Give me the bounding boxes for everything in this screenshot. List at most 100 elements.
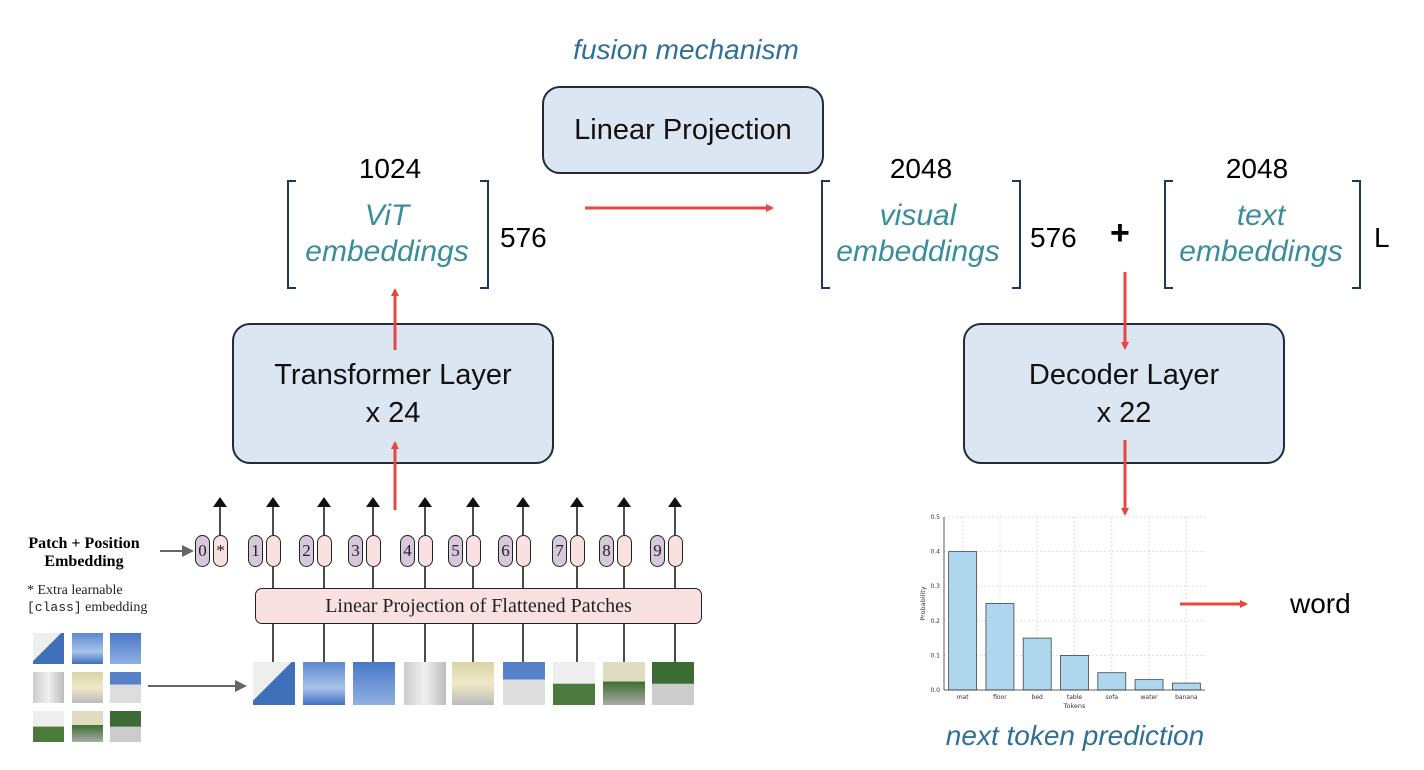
bar-mat [948,551,978,691]
x-tick-label: banana [1175,694,1198,701]
matrix-brackets [287,180,1361,289]
input-image-patch [110,633,141,664]
next-token-caption: next token prediction [945,720,1205,751]
input-image-patch [33,633,64,664]
input-image-patch [33,672,64,703]
patch-label-line2: Embedding [44,553,124,570]
position-embedding-4: 4 [400,535,415,567]
patch-embedding-4 [418,535,433,567]
position-embedding-9: 9 [650,535,665,567]
linear-projection-box: Linear Projection [542,86,824,174]
vit-embeddings-label: ViT embeddings [305,198,468,270]
input-image-patch [110,672,141,703]
image-patch [503,662,545,705]
text-label-line1: text [1236,199,1286,232]
x-tick-label: bed [1032,694,1044,701]
image-patch [253,662,295,705]
predicted-word: word [1290,588,1351,619]
input-image-patch [72,633,103,664]
patch-embedding-6 [516,535,531,567]
patch-embedding-5 [466,535,481,567]
bar-table [1060,655,1089,691]
plus-sign: + [1110,214,1130,252]
y-tick-label: 0.4 [930,549,940,556]
x-tick-label: floor [993,694,1007,701]
patch-embedding-3 [366,535,381,567]
text-embeddings-label: text embeddings [1179,198,1342,270]
x-tick-label: water [1141,694,1159,701]
patch-position-label: Patch + Position Embedding [18,535,150,571]
x-tick-label: sofa [1105,694,1118,701]
y-tick-label: 0.1 [930,652,940,659]
linear-projection-label: Linear Projection [574,114,792,146]
vit-bracket-left [287,180,296,289]
position-embedding-3: 3 [348,535,363,567]
patch-embedding-8 [617,535,632,567]
bar-floor [985,603,1015,691]
transformer-line2: x 24 [365,396,421,429]
image-patch [652,662,694,705]
fusion-mechanism-label: fusion mechanism [573,34,799,65]
image-patch [603,662,645,705]
visual-bracket-right [1012,180,1021,289]
y-tick-label: 0.0 [930,687,940,694]
y-tick-label: 0.5 [930,514,940,521]
decoder-line2: x 22 [1096,396,1152,429]
visual-label-line1: visual [879,199,957,232]
note-line1: * Extra learnable [27,583,123,598]
red-arrows [391,204,1248,608]
input-image-patch [72,711,103,742]
position-embedding-5: 5 [448,535,463,567]
flattened-patches-projection: Linear Projection of Flattened Patches [255,588,702,624]
visual-label-line2: embeddings [836,235,1000,268]
x-tick-label: mat [957,694,970,701]
input-image-patch [33,711,64,742]
vit-dim: 1024 [358,153,422,184]
y-axis-label: Probability [919,586,927,621]
position-embedding-8: 8 [599,535,614,567]
image-patch [452,662,494,705]
bar-water [1134,679,1164,691]
vit-tokens: 576 [500,222,547,253]
patch-embedding-9 [668,535,683,567]
image-patch [404,662,446,705]
y-tick-label: 0.2 [930,618,940,625]
class-embedding-note: * Extra learnable [class] embedding [27,582,147,616]
probability-chart: 0.0 0.1 0.2 0.3 0.4 0.5 mat floor bed table sofa wa… [919,514,1205,710]
text-bracket-left [1164,180,1173,289]
image-patch [553,662,595,705]
decoder-line1: Decoder Layer [1028,358,1220,391]
text-tokens: L [1374,222,1390,253]
text-label-line2: embeddings [1179,235,1343,268]
position-embedding-2: 2 [299,535,314,567]
visual-tokens: 576 [1030,222,1077,253]
input-image-patch [110,711,141,742]
bar-bed [1022,637,1052,691]
patch-label-line1: Patch + Position [28,535,140,552]
transformer-line1: Transformer Layer [274,358,512,391]
position-embedding-1: 1 [248,535,263,567]
visual-dim: 2048 [889,153,953,184]
x-tick-label: table [1067,694,1083,701]
input-image-patch [72,672,103,703]
vit-label-line1: ViT [364,199,410,232]
position-embedding-7: 7 [552,535,567,567]
patch-embedding-2 [317,535,332,567]
position-embedding-6: 6 [498,535,513,567]
image-patch [303,662,345,705]
y-tick-label: 0.3 [930,583,940,590]
note-rest: embedding [81,600,148,615]
x-axis-label: Tokens [1063,702,1086,710]
patch-embedding-1 [266,535,281,567]
transformer-layer-box: Transformer Layer x 24 [232,323,554,464]
visual-embeddings-label: visual embeddings [836,198,999,270]
note-code: [class] [27,600,82,615]
position-embedding-0: 0 [195,535,210,567]
patch-embedding-7 [570,535,585,567]
text-dim: 2048 [1225,153,1289,184]
bar-banana [1171,682,1201,691]
image-patch [353,662,395,705]
vit-bracket-right [480,180,489,289]
bar-sofa [1097,672,1127,691]
